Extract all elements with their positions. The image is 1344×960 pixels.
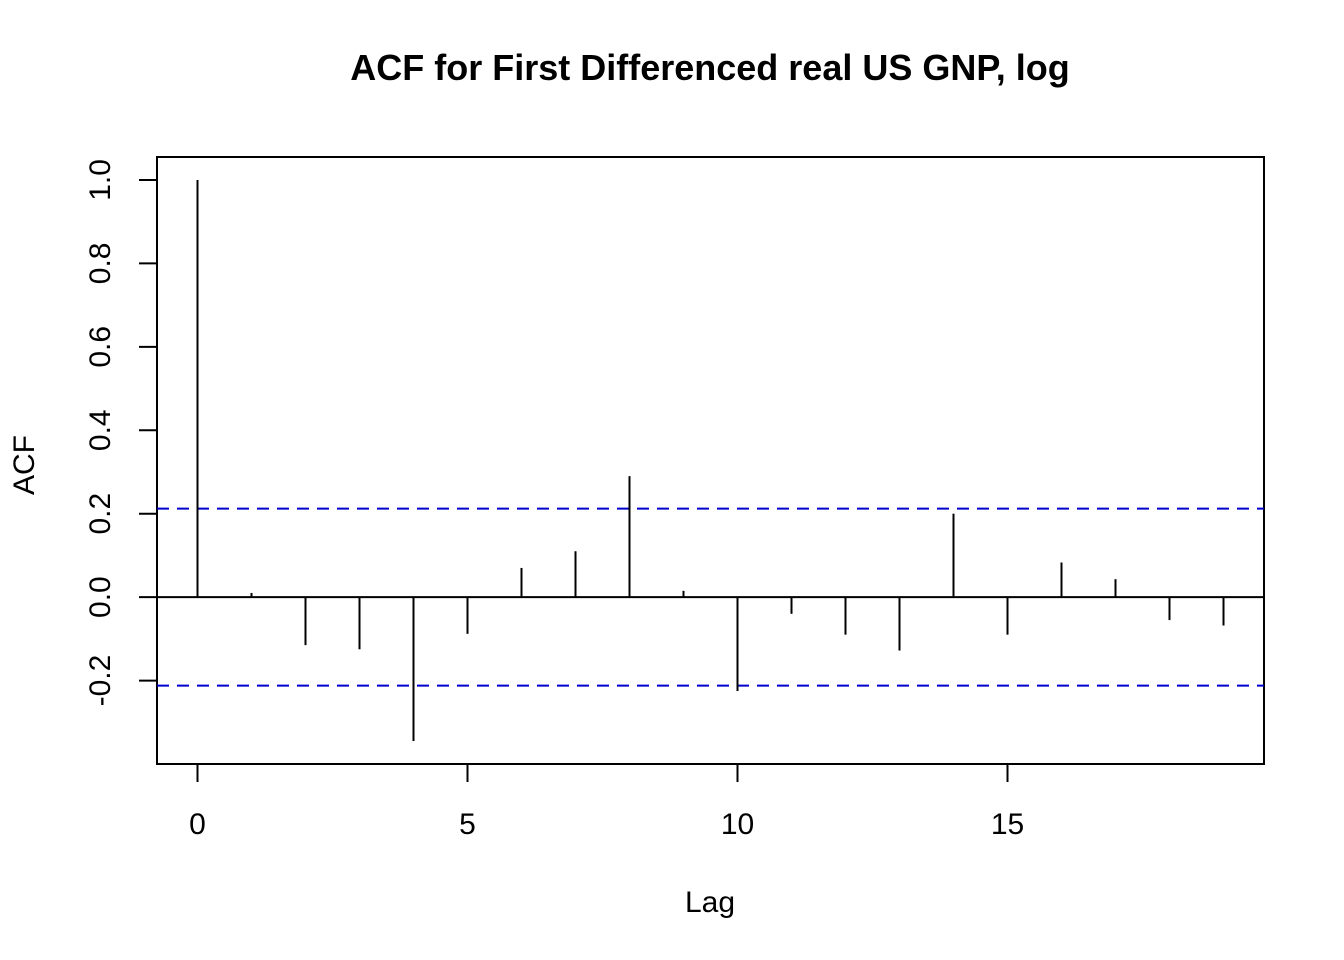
x-tick-label: 10: [721, 808, 754, 841]
y-tick-label: 0.2: [84, 493, 117, 535]
x-axis: 0 5 10 15: [189, 764, 1024, 841]
y-axis: -0.2 0.0 0.2 0.4 0.6 0.8 1.0: [84, 159, 157, 706]
x-tick-label: 15: [991, 808, 1024, 841]
y-tick-label: -0.2: [84, 655, 117, 707]
acf-bars: [196, 179, 1225, 742]
y-tick-label: 1.0: [84, 159, 117, 201]
x-tick-label: 0: [189, 808, 206, 841]
x-tick-label: 5: [459, 808, 476, 841]
y-tick-label: 0.4: [84, 409, 117, 451]
chart-title: ACF for First Differenced real US GNP, l…: [350, 47, 1069, 88]
y-tick-label: 0.6: [84, 326, 117, 368]
y-axis-label: ACF: [8, 435, 41, 495]
y-tick-label: 0.0: [84, 576, 117, 618]
confidence-bounds: [157, 507, 1264, 687]
x-axis-label: Lag: [685, 886, 735, 919]
y-tick-label: 0.8: [84, 243, 117, 285]
plot-frame: [156, 156, 1265, 765]
